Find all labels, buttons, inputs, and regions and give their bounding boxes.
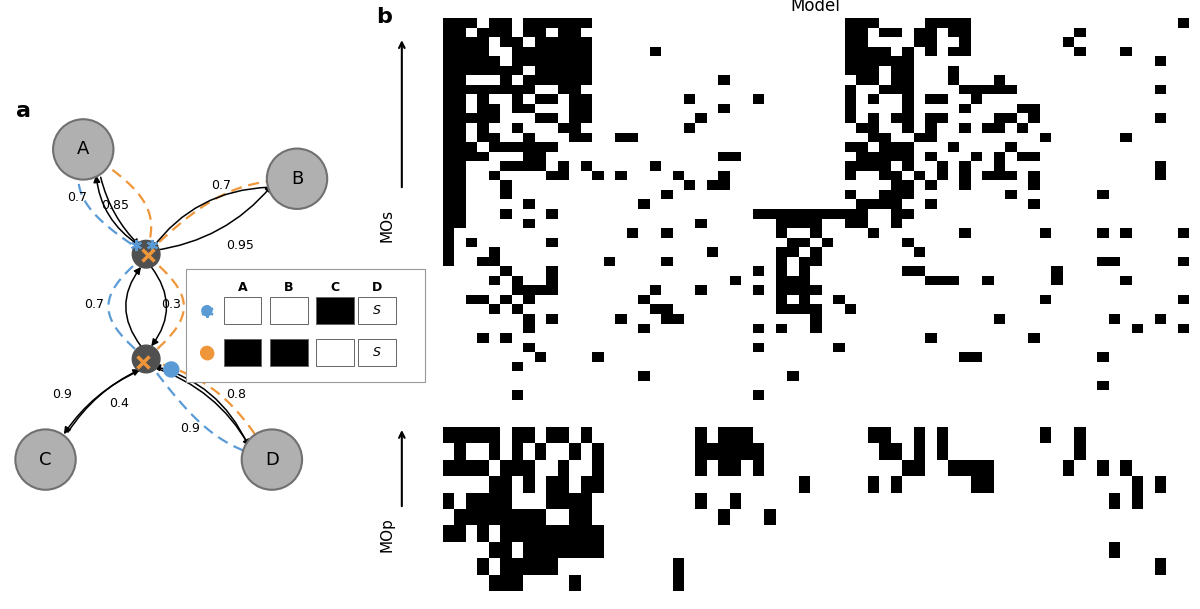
Circle shape xyxy=(202,306,212,316)
Text: S: S xyxy=(373,304,380,317)
Text: 0.95: 0.95 xyxy=(227,239,254,252)
FancyBboxPatch shape xyxy=(358,297,396,325)
FancyBboxPatch shape xyxy=(270,339,307,367)
FancyBboxPatch shape xyxy=(270,297,307,325)
Text: 0.85: 0.85 xyxy=(101,200,128,213)
Text: D: D xyxy=(372,281,382,294)
FancyBboxPatch shape xyxy=(316,339,354,367)
FancyBboxPatch shape xyxy=(223,339,262,367)
Text: S: S xyxy=(373,346,380,359)
FancyBboxPatch shape xyxy=(358,339,396,367)
Text: 0.7: 0.7 xyxy=(84,298,103,311)
Circle shape xyxy=(16,429,76,490)
Text: 0.8: 0.8 xyxy=(227,388,246,401)
FancyBboxPatch shape xyxy=(223,297,262,325)
Circle shape xyxy=(241,429,302,490)
FancyBboxPatch shape xyxy=(186,269,425,382)
Text: 0.3: 0.3 xyxy=(161,298,181,311)
Circle shape xyxy=(132,345,160,373)
Circle shape xyxy=(200,347,214,359)
Text: 0.9: 0.9 xyxy=(180,421,200,435)
Text: b: b xyxy=(376,7,391,27)
Circle shape xyxy=(53,119,114,180)
Text: a: a xyxy=(16,101,31,121)
Text: MOp: MOp xyxy=(379,517,395,552)
Text: D: D xyxy=(265,451,278,468)
Title: Model: Model xyxy=(791,0,840,15)
Text: 0.7: 0.7 xyxy=(67,191,86,204)
Text: A: A xyxy=(238,281,247,294)
Circle shape xyxy=(132,241,160,268)
Text: B: B xyxy=(284,281,294,294)
Text: MOs: MOs xyxy=(379,209,395,242)
Circle shape xyxy=(163,362,179,377)
Text: A: A xyxy=(77,141,90,158)
Text: C: C xyxy=(40,451,52,468)
Circle shape xyxy=(266,149,328,209)
Text: B: B xyxy=(290,170,304,188)
Text: 0.7: 0.7 xyxy=(211,178,232,192)
Text: 0.9: 0.9 xyxy=(53,388,72,401)
Text: C: C xyxy=(330,281,340,294)
Text: 0.4: 0.4 xyxy=(109,396,128,409)
FancyBboxPatch shape xyxy=(316,297,354,325)
